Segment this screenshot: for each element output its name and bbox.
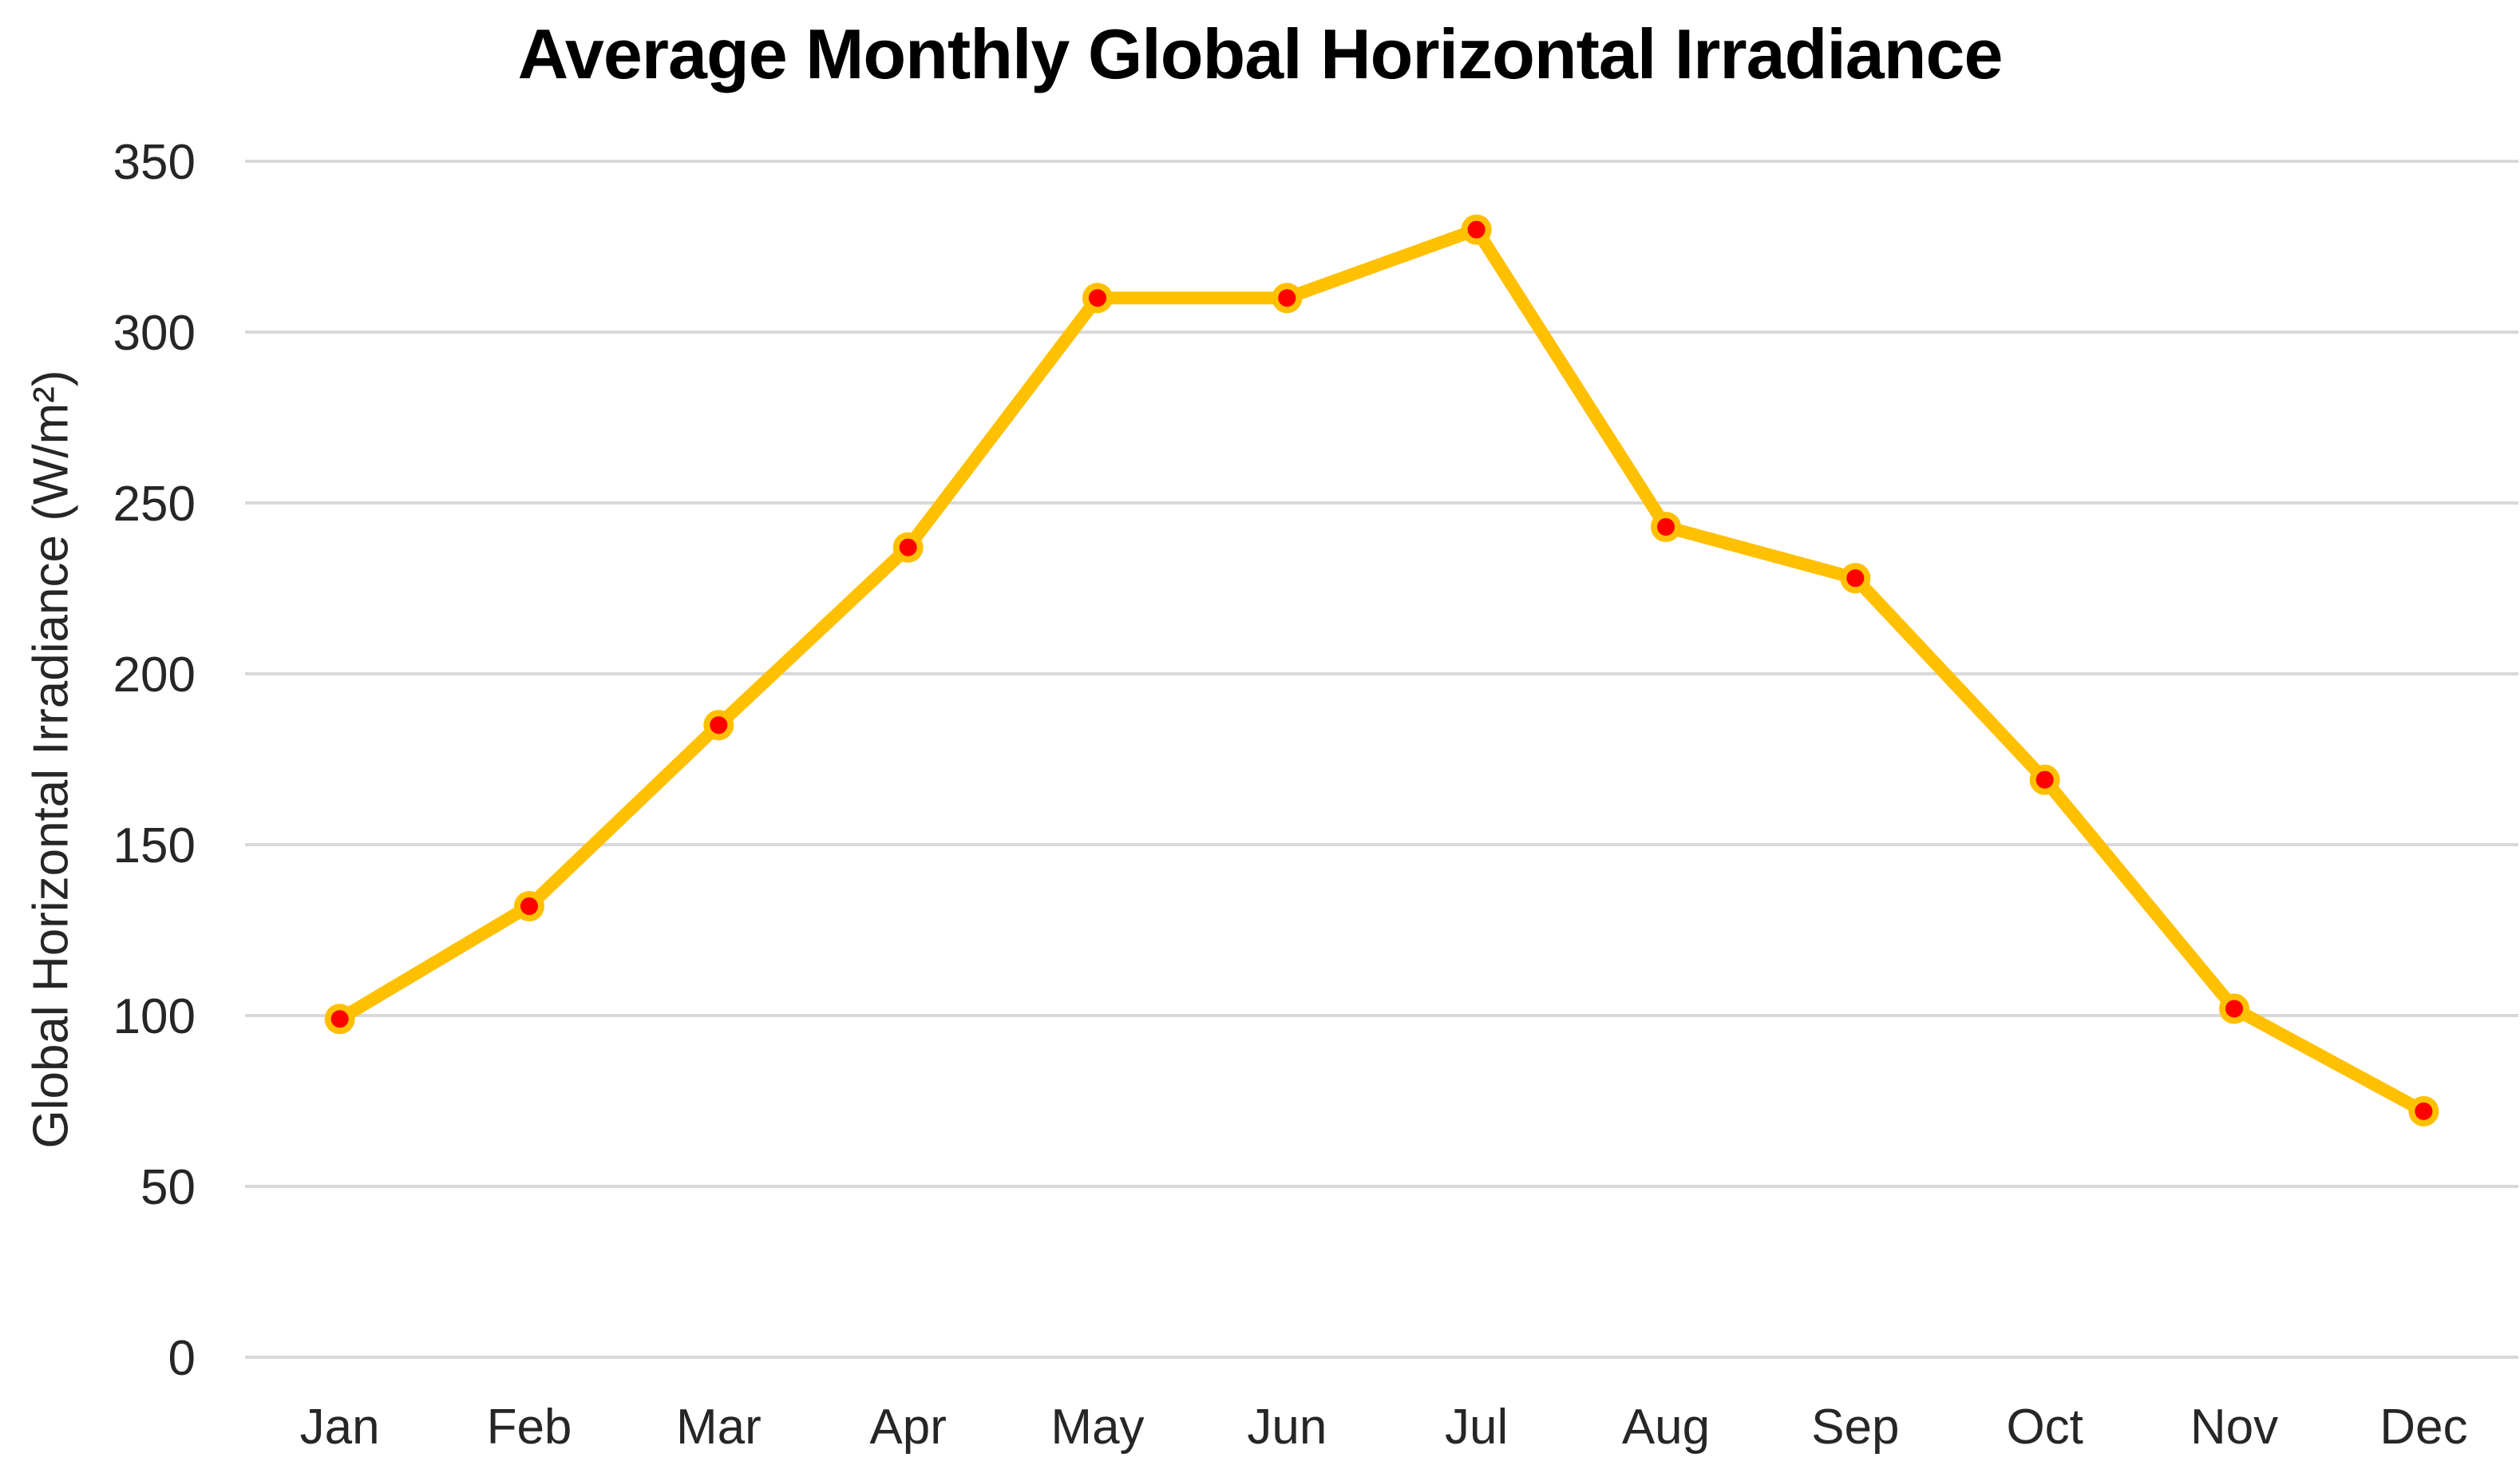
data-point-dec[interactable] bbox=[2408, 1095, 2439, 1127]
x-tick-label-may: May bbox=[1050, 1400, 1144, 1455]
x-tick-label-sep: Sep bbox=[1811, 1400, 1899, 1455]
y-tick-label-300: 300 bbox=[113, 306, 196, 361]
x-tick-label-apr: Apr bbox=[869, 1400, 946, 1455]
data-point-feb[interactable] bbox=[514, 891, 544, 922]
data-point-jun[interactable] bbox=[1272, 283, 1303, 314]
y-tick-label-100: 100 bbox=[113, 989, 196, 1044]
y-tick-label-350: 350 bbox=[113, 135, 196, 190]
irradiance-line-series[interactable] bbox=[333, 223, 2431, 1118]
data-point-nov[interactable] bbox=[2219, 993, 2249, 1024]
data-point-may[interactable] bbox=[1082, 283, 1113, 314]
chart-title: Average Monthly Global Horizontal Irradi… bbox=[517, 14, 2004, 93]
y-axis-tick-labels: 0 50 100 150 200 250 300 350 bbox=[113, 135, 196, 1386]
y-tick-label-250: 250 bbox=[113, 477, 196, 532]
horizontal-gridlines bbox=[245, 160, 2518, 1359]
x-tick-label-jun: Jun bbox=[1247, 1400, 1327, 1455]
x-tick-label-oct: Oct bbox=[2006, 1400, 2083, 1455]
y-tick-label-0: 0 bbox=[168, 1331, 196, 1386]
x-tick-label-jul: Jul bbox=[1445, 1400, 1508, 1455]
y-tick-label-200: 200 bbox=[113, 647, 196, 703]
data-point-sep[interactable] bbox=[1840, 563, 1871, 594]
x-tick-label-feb: Feb bbox=[487, 1400, 572, 1455]
y-tick-label-50: 50 bbox=[140, 1160, 196, 1215]
y-tick-label-150: 150 bbox=[113, 818, 196, 873]
x-axis-tick-labels: Jan Feb Mar Apr May Jun Jul Aug Sep Oct Nov Dec bbox=[300, 1400, 2468, 1455]
data-point-aug[interactable] bbox=[1651, 511, 1681, 542]
x-tick-label-nov: Nov bbox=[2190, 1400, 2278, 1455]
data-point-oct[interactable] bbox=[2029, 764, 2060, 795]
x-tick-label-mar: Mar bbox=[676, 1400, 762, 1455]
data-point-jan[interactable] bbox=[324, 1004, 355, 1035]
x-tick-label-dec: Dec bbox=[2380, 1400, 2467, 1455]
x-tick-label-aug: Aug bbox=[1622, 1400, 1710, 1455]
x-tick-label-jan: Jan bbox=[300, 1400, 380, 1455]
data-point-jul[interactable] bbox=[1461, 214, 1492, 245]
data-point-mar[interactable] bbox=[703, 710, 734, 741]
data-point-apr[interactable] bbox=[892, 532, 924, 563]
data-point-markers bbox=[324, 214, 2439, 1127]
